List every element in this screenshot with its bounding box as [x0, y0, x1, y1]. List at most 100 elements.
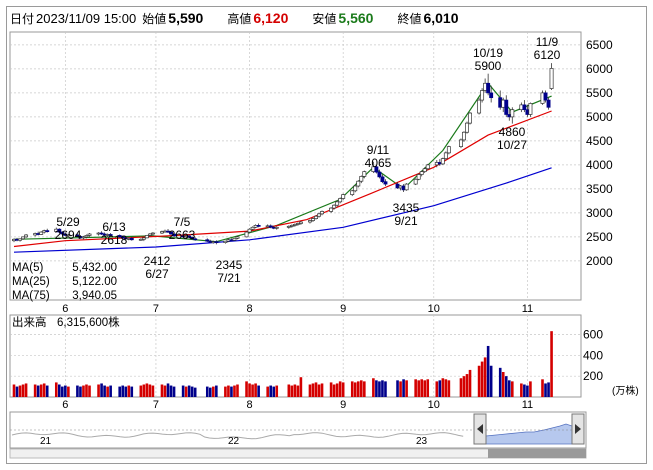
range-navigator[interactable]: 21 22 23	[9, 411, 587, 459]
candle-up-body	[353, 185, 358, 192]
ma-line-ma75	[13, 167, 552, 253]
candle-up-body	[359, 176, 364, 182]
volume-unit: (万株)	[612, 384, 639, 397]
candle-down-body	[60, 231, 65, 235]
volume-tick-label: 600	[583, 328, 603, 342]
volume-bar	[275, 385, 279, 397]
volume-bar	[462, 376, 466, 397]
price-tick-label: 3000	[586, 206, 613, 220]
candle-up-body	[338, 198, 343, 203]
open-label: 始値	[142, 12, 167, 26]
volume-bar	[504, 376, 508, 397]
annotation-line1: 5/29	[56, 215, 80, 229]
volume-bar	[447, 380, 451, 397]
candle-up-body	[286, 225, 291, 228]
volume-bar	[236, 384, 239, 397]
volume-bar	[266, 386, 269, 397]
candle-up-body	[419, 171, 424, 175]
volume-x-axis: 6 7 8 9 10 11	[62, 399, 533, 411]
volume-bar	[58, 384, 61, 397]
candle-down-body	[75, 234, 80, 237]
candle-up-body	[250, 226, 255, 230]
candle-up-body	[308, 220, 312, 223]
volume-x-tick-label: 7	[153, 399, 159, 411]
price-tick-label: 6000	[586, 62, 613, 76]
volume-bar	[465, 374, 469, 397]
candle-down-body	[380, 176, 385, 183]
candle-down-body	[205, 239, 210, 242]
candle-up-body	[459, 139, 463, 147]
volume-bar	[100, 383, 103, 397]
candle-up-body	[425, 164, 430, 170]
volume-bar	[477, 365, 481, 397]
chevron-left-icon	[477, 424, 483, 434]
candle-down-body	[489, 92, 494, 99]
volume-bar	[414, 379, 417, 397]
navigator-scroll-thumb[interactable]	[488, 449, 586, 458]
candle-up-body	[510, 109, 515, 118]
volume-bar	[299, 377, 303, 397]
volume-bar	[356, 381, 360, 397]
candle-up-body	[289, 225, 294, 227]
annotation-line1: 9/11	[367, 143, 390, 157]
volume-bar	[254, 383, 257, 397]
candle-up-body	[150, 232, 155, 235]
price-grid	[10, 32, 581, 300]
candle-down-body	[486, 82, 491, 94]
volume-bar	[130, 386, 134, 397]
navigator-label-23: 23	[416, 436, 428, 447]
volume-bar	[486, 345, 490, 397]
volume-bar	[511, 381, 514, 397]
volume-bar	[269, 385, 272, 397]
price-x-tick-label: 8	[246, 303, 252, 315]
candle-down-body	[120, 236, 125, 239]
candle-down-body	[57, 228, 62, 233]
volume-bar	[293, 384, 297, 397]
volume-bar	[12, 384, 16, 397]
annotation-line1: 6/13	[102, 220, 126, 234]
volume-bar	[45, 385, 49, 397]
ma-line-ma25	[13, 110, 552, 248]
volume-bar	[118, 386, 121, 397]
date-value: 2023/11/09 15:00	[36, 11, 137, 26]
volume-bar	[402, 379, 405, 397]
volume-bar	[338, 381, 342, 397]
annotation-line1: 11/9	[536, 35, 559, 49]
volume-bar	[405, 380, 408, 397]
volume-bar	[82, 385, 85, 397]
candle-down-body	[504, 99, 509, 115]
candle-down-body	[546, 99, 551, 108]
annotation-line2: 2663	[169, 228, 196, 242]
volume-bar	[15, 386, 19, 397]
annotation-line1: 2345	[216, 258, 243, 272]
candle-up-body	[362, 171, 367, 177]
volume-bar	[441, 378, 445, 397]
annotation-line1: 3435	[393, 201, 420, 215]
volume-bar	[212, 386, 215, 397]
price-tick-label: 5500	[586, 86, 613, 100]
volume-bar	[190, 386, 194, 397]
candle-down-body	[256, 225, 261, 227]
volume-bar	[251, 384, 254, 397]
price-y-axis: 2000 2500 3000 3500 4000 4500 5000 5500 6000 6500	[586, 38, 613, 268]
volume-bar	[79, 386, 82, 397]
volume-bar	[172, 386, 176, 397]
price-tick-label: 4500	[586, 134, 613, 148]
low-label: 安値	[312, 12, 337, 26]
volume-bar	[544, 383, 547, 397]
volume-bar	[121, 385, 125, 397]
candle-up-body	[147, 233, 152, 236]
annotation-line2: 10/27	[497, 138, 527, 152]
volume-tick-label: 400	[583, 348, 603, 362]
volume-bar	[224, 386, 227, 397]
candle-up-body	[223, 240, 228, 243]
volume-bar	[39, 384, 43, 397]
candlesticks	[12, 63, 554, 245]
volume-bar	[296, 385, 300, 397]
volume-bar	[151, 385, 155, 397]
volume-bar	[526, 385, 529, 397]
volume-bar	[61, 386, 64, 397]
candle-down-body	[268, 225, 273, 228]
annotation-line2: 5900	[475, 59, 502, 73]
candle-up-body	[66, 234, 71, 237]
